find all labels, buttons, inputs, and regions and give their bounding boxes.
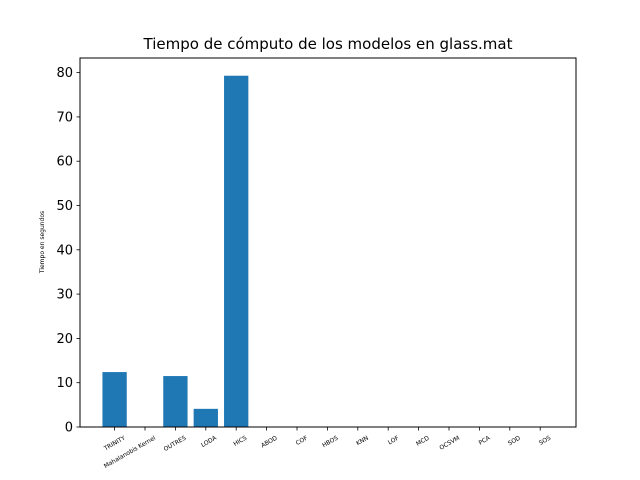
y-tick-label: 10 — [56, 376, 73, 391]
x-tick-label: HICS — [232, 435, 248, 448]
y-tick-label: 60 — [56, 155, 73, 170]
x-tick-label: OCSVM — [438, 435, 461, 452]
x-tick-label: PCA — [478, 434, 493, 446]
y-axis: 0 10 20 30 40 50 60 70 80 — [56, 66, 80, 436]
y-axis-label: Tiempo en segundos — [39, 211, 46, 274]
x-tick-label: SOD — [507, 434, 522, 447]
y-tick-label: 30 — [56, 288, 73, 303]
plot-frame — [79, 57, 577, 428]
x-tick-label: LOF — [387, 434, 401, 446]
x-tick-label: ABOD — [260, 434, 279, 449]
y-tick-label: 70 — [56, 110, 73, 125]
bar-loda — [193, 408, 218, 427]
bar-trinity — [102, 372, 127, 427]
x-tick-label: Mahalanobis Kernel — [103, 435, 157, 470]
x-tick-label: HBOS — [321, 435, 339, 450]
bar-outres — [163, 376, 188, 427]
bars — [102, 75, 553, 427]
x-tick-label: KNN — [355, 435, 370, 448]
x-tick-label: LODA — [200, 434, 219, 449]
chart-title: Tiempo de cómputo de los modelos en glas… — [143, 35, 513, 53]
x-tick-label: TRINITY — [102, 435, 127, 453]
x-tick-label: MCD — [415, 434, 431, 447]
y-tick-label: 80 — [56, 66, 73, 81]
x-tick-label: OUTRES — [163, 435, 188, 453]
y-tick-label: 40 — [56, 243, 73, 258]
x-tick-label: COF — [295, 434, 310, 447]
x-tick-label: SOS — [538, 435, 552, 447]
bar-hics — [224, 75, 249, 427]
y-tick-label: 20 — [56, 332, 73, 347]
y-tick-label: 50 — [56, 199, 73, 214]
y-tick-label: 0 — [65, 421, 73, 436]
